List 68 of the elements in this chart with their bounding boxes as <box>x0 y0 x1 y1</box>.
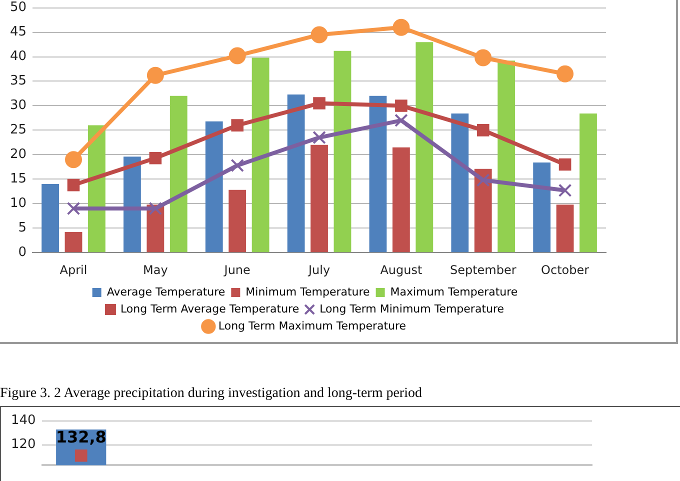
chart-title: Figure 3. 2 Average precipitation during investigation and long-term period <box>0 386 423 403</box>
point <box>67 178 80 192</box>
bar <box>392 147 410 252</box>
legend-label: Maximum Temperature <box>390 285 518 298</box>
y-tick-label: 40 <box>10 49 27 64</box>
bar <box>252 58 270 252</box>
bar <box>287 94 305 252</box>
y-tick-label: 50 <box>10 0 27 16</box>
x-tick-label: September <box>450 262 516 277</box>
y-tick-label: 5 <box>18 220 27 236</box>
x-tick-label: June <box>223 262 250 277</box>
x-tick-label: August <box>380 262 422 277</box>
data-label: 132,8 <box>56 428 106 447</box>
bar <box>64 232 82 252</box>
x-tick-label: April <box>60 262 88 277</box>
point <box>476 173 490 187</box>
bar <box>369 96 387 252</box>
x-tick-label: May <box>143 262 168 277</box>
bar <box>533 162 551 252</box>
point <box>474 49 492 66</box>
bar <box>124 156 141 252</box>
bar <box>451 114 469 252</box>
point <box>313 97 326 110</box>
y-tick-label: 0 <box>18 244 27 260</box>
y-tick-label: 30 <box>10 98 27 114</box>
point <box>230 158 244 172</box>
y-tick-label: 35 <box>10 74 27 89</box>
y-tick-label: 15 <box>10 172 27 187</box>
bar <box>205 121 223 252</box>
point <box>556 65 574 82</box>
bar <box>580 114 597 252</box>
point <box>394 114 408 128</box>
legend-label: Minimum Temperature <box>246 285 370 298</box>
bar <box>334 50 352 252</box>
point <box>231 119 244 132</box>
point <box>146 66 164 84</box>
point <box>395 100 408 112</box>
bar <box>228 190 246 252</box>
legend-label: Long Term Maximum Temperature <box>218 319 406 332</box>
point <box>312 130 326 144</box>
bar <box>416 42 434 252</box>
bar <box>474 168 492 252</box>
point <box>558 184 572 198</box>
point <box>65 151 82 168</box>
point <box>476 124 490 136</box>
bar <box>556 204 574 252</box>
y-tick-label: 20 <box>10 147 27 162</box>
y-tick-label: 140 <box>10 413 36 428</box>
y-tick-label: 10 <box>10 196 27 212</box>
y-tick-label: 120 <box>10 437 36 452</box>
point <box>558 158 572 171</box>
x-tick-label: July <box>307 262 330 277</box>
legend-label: Average Temperature <box>106 285 226 298</box>
bar <box>170 96 188 252</box>
point <box>310 26 328 44</box>
point <box>66 202 80 216</box>
bar <box>310 144 328 252</box>
y-tick-label: 25 <box>10 122 27 138</box>
y-tick-label: 45 <box>10 24 27 40</box>
bar <box>498 60 516 252</box>
x-tick-label: October <box>541 262 590 277</box>
bar <box>42 184 59 252</box>
point <box>228 47 246 64</box>
point <box>149 152 162 164</box>
point <box>392 18 410 36</box>
legend-label: Long Term Minimum Temperature <box>320 302 504 316</box>
point <box>148 202 162 216</box>
legend-label: Long Term Average Temperature <box>120 302 300 316</box>
